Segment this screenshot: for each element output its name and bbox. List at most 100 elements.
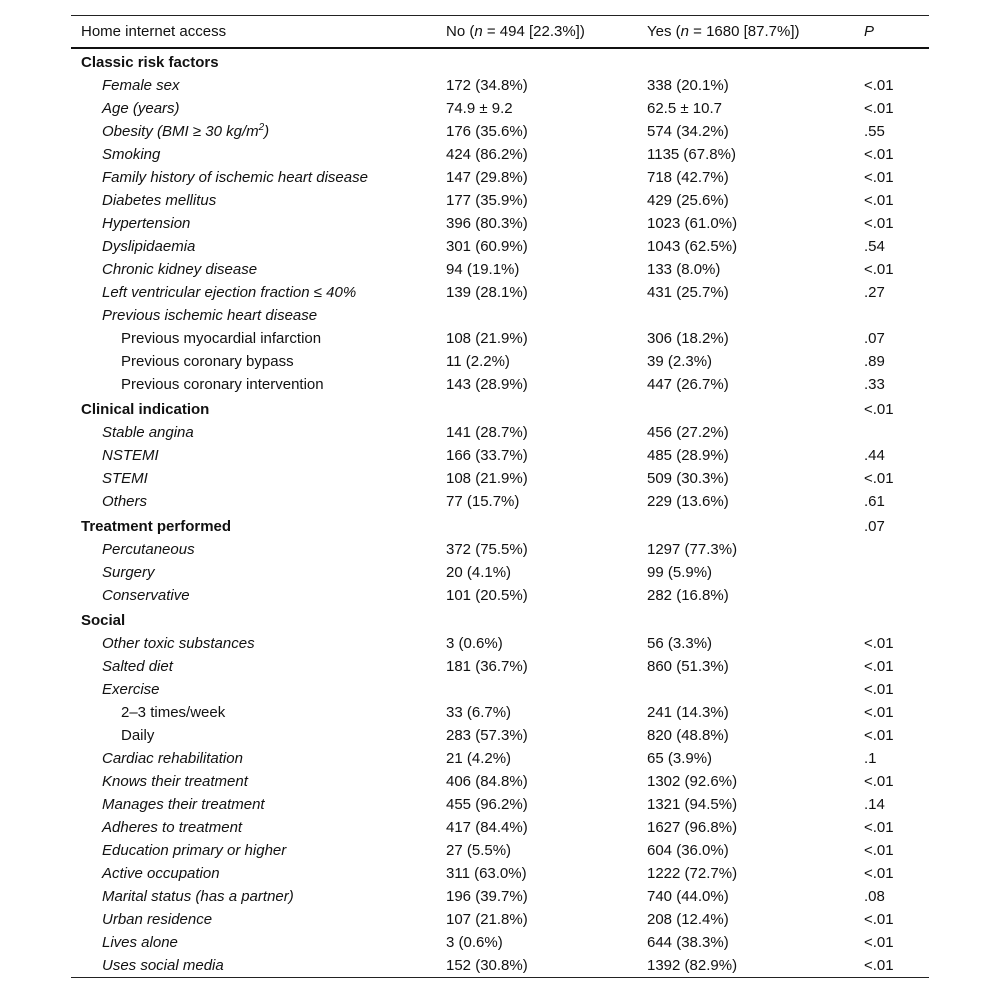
label-superscript: 2 — [258, 122, 265, 133]
no-value: 172 (34.8%) — [446, 77, 528, 94]
row-label: Surgery — [102, 564, 155, 581]
row-label: Previous myocardial infarction — [121, 330, 322, 347]
p-value: <.01 — [864, 681, 894, 698]
p-value: <.01 — [864, 658, 894, 675]
table-row: Cardiac rehabilitation 21 (4.2%) 65 (3.9%)… — [71, 747, 929, 770]
p-value: <.01 — [864, 957, 894, 974]
yes-value: 509 (30.3%) — [647, 470, 729, 487]
table-row: Conservative 101 (20.5%) 282 (16.8%) — [71, 584, 929, 607]
row-label: Hypertension — [102, 215, 191, 232]
row-label: Others — [102, 493, 148, 510]
table-row: Knows their treatment 406 (84.8%) 1302 (92… — [71, 770, 929, 793]
yes-value: 860 (51.3%) — [647, 658, 729, 675]
no-value: 74.9 ± 9.2 — [446, 100, 513, 117]
yes-value: 1043 (62.5%) — [647, 238, 738, 255]
p-value: .07 — [864, 330, 885, 347]
no-value: 147 (29.8%) — [446, 169, 528, 186]
yes-value: 574 (34.2%) — [647, 123, 729, 140]
p-value: <.01 — [864, 146, 894, 163]
yes-value: 282 (16.8%) — [647, 587, 729, 604]
p-value: <.01 — [864, 635, 894, 652]
no-value: 396 (80.3%) — [446, 215, 528, 232]
header-no-prefix: No ( — [446, 23, 475, 40]
p-value: <.01 — [864, 842, 894, 859]
row-label: Cardiac rehabilitation — [102, 750, 243, 767]
p-value: .55 — [864, 123, 885, 140]
yes-value: 447 (26.7%) — [647, 376, 729, 393]
no-value: 181 (36.7%) — [446, 658, 528, 675]
no-value: 11 (2.2%) — [446, 353, 510, 370]
header-p: P — [864, 16, 874, 47]
row-label: Uses social media — [102, 957, 224, 974]
table-row: Female sex 172 (34.8%) 338 (20.1%) <.01 — [71, 74, 929, 97]
p-value: <.01 — [864, 934, 894, 951]
header-yes-suffix: = 1680 [87.7%]) — [688, 23, 800, 40]
row-label: Urban residence — [102, 911, 213, 928]
p-value: <.01 — [864, 911, 894, 928]
no-value: 139 (28.1%) — [446, 284, 528, 301]
no-value: 424 (86.2%) — [446, 146, 528, 163]
no-value: 33 (6.7%) — [446, 704, 512, 721]
p-value: <.01 — [864, 865, 894, 882]
table-row: Obesity (BMI ≥ 30 kg/m2) 176 (35.6%) 574 (… — [71, 120, 929, 143]
row-label: 2–3 times/week — [121, 704, 226, 721]
yes-value: 604 (36.0%) — [647, 842, 729, 859]
header-yes: Yes (n = 1680 [87.7%]) — [647, 16, 799, 47]
p-value: .61 — [864, 493, 885, 510]
p-value: .1 — [864, 750, 877, 767]
table-row: Chronic kidney disease 94 (19.1%) 133 (8.0… — [71, 258, 929, 281]
table-row: Salted diet 181 (36.7%) 860 (51.3%) <.01 — [71, 655, 929, 678]
yes-value: 1392 (82.9%) — [647, 957, 738, 974]
p-value: <.01 — [864, 704, 894, 721]
yes-value: 456 (27.2%) — [647, 424, 729, 441]
yes-value: 429 (25.6%) — [647, 192, 729, 209]
no-value: 101 (20.5%) — [446, 587, 528, 604]
header-no-n: n — [474, 23, 483, 40]
no-value: 21 (4.2%) — [446, 750, 512, 767]
table-row: Smoking 424 (86.2%) 1135 (67.8%) <.01 — [71, 143, 929, 166]
no-value: 417 (84.4%) — [446, 819, 528, 836]
yes-value: 820 (48.8%) — [647, 727, 729, 744]
no-value: 108 (21.9%) — [446, 330, 528, 347]
table-row: Family history of ischemic heart disease… — [71, 166, 929, 189]
section-label: Clinical indication — [81, 401, 210, 418]
yes-value: 241 (14.3%) — [647, 704, 729, 721]
no-value: 20 (4.1%) — [446, 564, 512, 581]
header-no: No (n = 494 [22.3%]) — [446, 16, 585, 47]
label-text: Obesity (BMI ≥ 30 kg/m — [102, 123, 259, 140]
yes-value: 644 (38.3%) — [647, 934, 729, 951]
row-label: Adheres to treatment — [102, 819, 243, 836]
yes-value: 1222 (72.7%) — [647, 865, 738, 882]
yes-value: 99 (5.9%) — [647, 564, 713, 581]
table-row: Others 77 (15.7%) 229 (13.6%) .61 — [71, 490, 929, 513]
table-row: NSTEMI 166 (33.7%) 485 (28.9%) .44 — [71, 444, 929, 467]
no-value: 108 (21.9%) — [446, 470, 528, 487]
row-label: Marital status (has a partner) — [102, 888, 294, 905]
no-value: 196 (39.7%) — [446, 888, 528, 905]
no-value: 301 (60.9%) — [446, 238, 528, 255]
p-value: .08 — [864, 888, 885, 905]
p-value: .44 — [864, 447, 885, 464]
p-value: .14 — [864, 796, 885, 813]
header-p-text: P — [864, 23, 875, 40]
yes-value: 1321 (94.5%) — [647, 796, 738, 813]
table-row: Dyslipidaemia 301 (60.9%) 1043 (62.5%) .54 — [71, 235, 929, 258]
yes-value: 718 (42.7%) — [647, 169, 729, 186]
no-value: 455 (96.2%) — [446, 796, 528, 813]
yes-value: 62.5 ± 10.7 — [647, 100, 722, 117]
yes-value: 485 (28.9%) — [647, 447, 729, 464]
row-label: STEMI — [102, 470, 148, 487]
no-value: 3 (0.6%) — [446, 934, 503, 951]
row-label: Family history of ischemic heart disease — [102, 169, 368, 186]
no-value: 406 (84.8%) — [446, 773, 528, 790]
p-value: .27 — [864, 284, 885, 301]
no-value: 283 (57.3%) — [446, 727, 528, 744]
row-label: Obesity (BMI ≥ 30 kg/m2) — [102, 120, 269, 143]
table-row: Age (years) 74.9 ± 9.2 62.5 ± 10.7 <.01 — [71, 97, 929, 120]
row-label: Daily — [121, 727, 155, 744]
section-label: Social — [81, 612, 126, 629]
p-value: <.01 — [864, 819, 894, 836]
row-label: Dyslipidaemia — [102, 238, 196, 255]
no-value: 152 (30.8%) — [446, 957, 528, 974]
table-row: Adheres to treatment 417 (84.4%) 1627 (96.… — [71, 816, 929, 839]
